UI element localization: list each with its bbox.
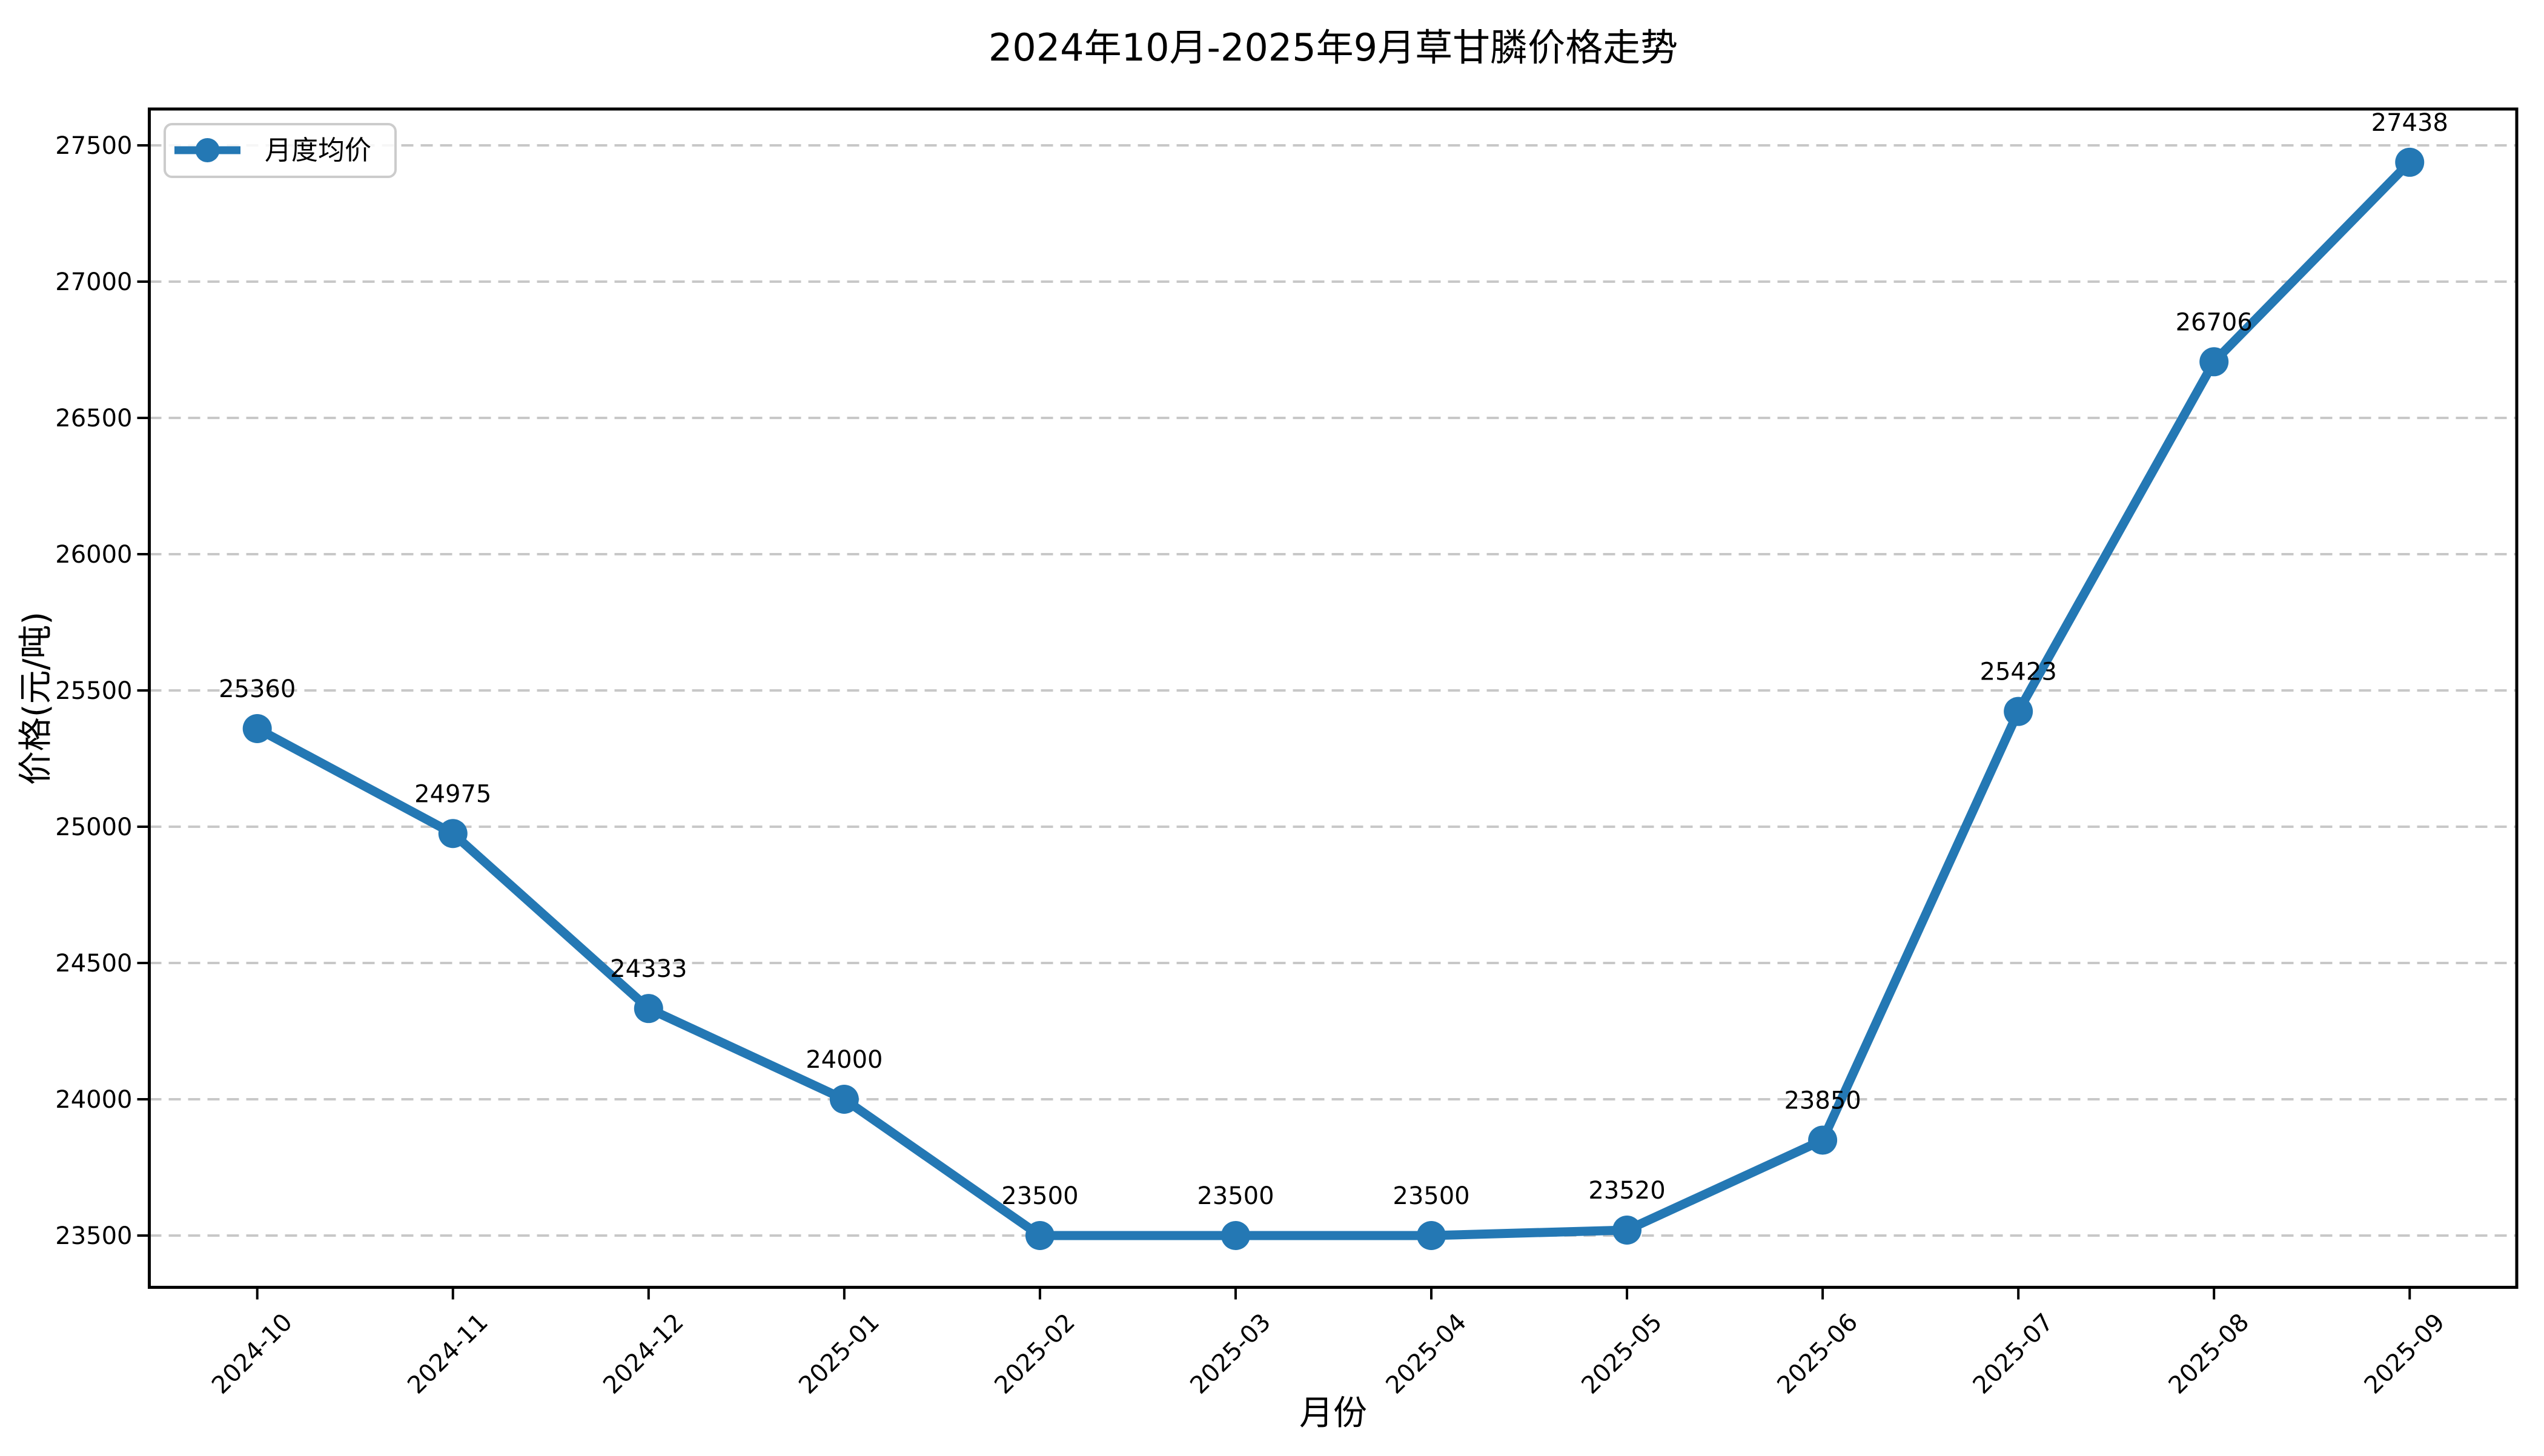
data-point-label: 27438 xyxy=(2371,109,2448,137)
data-point-label: 23500 xyxy=(1001,1182,1078,1210)
x-tick-label: 2025-04 xyxy=(1380,1308,1472,1400)
y-tick-label: 25500 xyxy=(55,677,132,705)
data-point-marker xyxy=(634,994,663,1024)
x-tick-label: 2025-09 xyxy=(2359,1308,2451,1400)
x-tick-label: 2025-02 xyxy=(989,1308,1081,1400)
x-tick-label: 2025-01 xyxy=(793,1308,885,1400)
plot-border xyxy=(148,107,2519,1289)
data-point-label: 26706 xyxy=(2176,308,2253,336)
x-tick-label: 2024-10 xyxy=(207,1308,298,1400)
x-axis-ticks: 2024-10 2024-11 2024-12 2025-01 2025-02 2025-… xyxy=(207,1287,2451,1400)
data-point-marker xyxy=(2395,147,2425,177)
legend: 月度均价 xyxy=(164,123,397,178)
series-layer xyxy=(242,147,2425,1250)
legend-marker-icon xyxy=(195,138,220,162)
data-point-label: 23520 xyxy=(1588,1177,1665,1205)
legend-box xyxy=(164,123,397,178)
data-point-marker xyxy=(1612,1216,1642,1245)
x-tick-label: 2025-05 xyxy=(1576,1308,1668,1400)
data-point-label: 25423 xyxy=(1980,658,2057,686)
data-point-marker xyxy=(1025,1221,1055,1250)
point-labels-layer: 25360 24975 24333 24000 23500 23500 23500 23520… xyxy=(219,109,2448,1210)
y-tick-label: 27000 xyxy=(55,268,132,296)
data-point-marker xyxy=(1221,1221,1250,1250)
data-point-label: 24333 xyxy=(610,955,687,983)
x-tick-label: 2024-12 xyxy=(598,1308,689,1400)
data-point-marker xyxy=(829,1085,859,1114)
y-tick-label: 27500 xyxy=(55,132,132,160)
y-tick-label: 26500 xyxy=(55,405,132,432)
x-tick-label: 2025-03 xyxy=(1185,1308,1276,1400)
y-tick-label: 23500 xyxy=(55,1222,132,1250)
gridlines-layer xyxy=(149,144,2517,1237)
data-point-label: 24975 xyxy=(414,780,491,808)
x-tick-label: 2025-06 xyxy=(1772,1308,1863,1400)
data-point-marker xyxy=(242,714,272,743)
data-point-marker xyxy=(438,819,468,849)
data-point-marker xyxy=(2199,347,2229,377)
data-point-label: 23500 xyxy=(1197,1182,1274,1210)
x-tick-label: 2025-08 xyxy=(2164,1308,2255,1400)
y-tick-label: 24000 xyxy=(55,1086,132,1114)
data-point-label: 23500 xyxy=(1393,1182,1469,1210)
legend-series-label: 月度均价 xyxy=(265,135,371,166)
data-point-marker xyxy=(1808,1125,1838,1155)
x-axis-title: 月份 xyxy=(1299,1394,1367,1433)
series-line xyxy=(253,157,2414,1240)
x-tick-label: 2024-11 xyxy=(402,1308,494,1400)
x-tick-label: 2025-07 xyxy=(1968,1308,2059,1400)
y-tick-label: 26000 xyxy=(55,541,132,569)
data-point-label: 23850 xyxy=(1784,1087,1861,1115)
y-axis-title: 价格(元/吨) xyxy=(16,612,56,786)
data-point-marker xyxy=(1417,1221,1446,1250)
chart-title: 2024年10月-2025年9月草甘膦价格走势 xyxy=(989,25,1678,70)
y-tick-label: 24500 xyxy=(55,950,132,978)
data-point-marker xyxy=(2004,697,2033,726)
data-point-label: 25360 xyxy=(219,675,296,703)
data-point-label: 24000 xyxy=(806,1046,883,1074)
y-axis-ticks: 23500 24000 24500 25000 25500 26000 26500 27000… xyxy=(55,132,150,1250)
y-tick-label: 25000 xyxy=(55,813,132,841)
